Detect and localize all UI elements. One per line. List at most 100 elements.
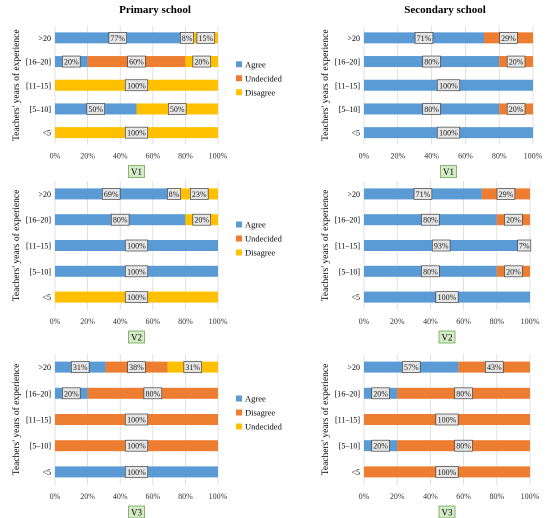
category-label: >20 <box>347 363 360 372</box>
data-label: 29% <box>501 34 516 43</box>
chart-v1-secondary-school: Teachers' years of experience >20 71% 29% [1… <box>320 26 543 178</box>
category-label: >20 <box>38 34 51 43</box>
data-label-box <box>422 103 441 115</box>
data-label-box <box>435 291 459 303</box>
legend-label-disagree: Disagree <box>245 408 275 418</box>
data-label-box <box>496 188 516 200</box>
data-label-box <box>71 361 90 373</box>
category-label: [5–10] <box>339 105 361 114</box>
panel-tag: V2 <box>131 333 142 343</box>
legend-swatch-undecided <box>236 423 242 430</box>
data-label-box <box>196 31 216 44</box>
primary-school-header: Primary school <box>119 4 191 16</box>
data-label-box <box>124 79 149 92</box>
data-label: 43% <box>487 363 502 372</box>
data-label: 80% <box>424 58 439 67</box>
data-label: 71% <box>417 34 432 43</box>
data-label-box <box>485 361 504 373</box>
secondary-school-header: Secondary school <box>404 4 486 16</box>
data-label-box <box>127 55 146 68</box>
x-tick-label: 0% <box>359 492 370 501</box>
x-tick-label: 80% <box>489 492 504 501</box>
x-tick-label: 60% <box>456 317 471 326</box>
chart-v3-secondary-school: Teachers' years of experience >20 57% 43% [1… <box>320 354 540 518</box>
legend-label-disagree: Disagree <box>245 87 275 97</box>
x-tick-label: 100% <box>521 317 540 326</box>
x-tick-label: 100% <box>209 492 228 501</box>
data-label: 80% <box>424 105 439 114</box>
x-tick-label: 100% <box>521 492 540 501</box>
data-label-box <box>192 55 211 68</box>
data-label-box <box>504 213 523 226</box>
data-label: 50% <box>170 105 185 114</box>
data-label: 20% <box>373 389 388 398</box>
x-tick-label: 0% <box>50 152 61 161</box>
data-label-box <box>127 361 146 373</box>
y-axis-label: Teachers' years of experience <box>11 190 22 302</box>
data-label: 100% <box>438 293 457 302</box>
y-axis-label: Teachers' years of experience <box>320 190 331 302</box>
category-label: <5 <box>42 129 51 138</box>
data-label-box <box>454 387 473 400</box>
panel-tag-box <box>438 505 456 518</box>
x-tick-label: 40% <box>113 152 128 161</box>
x-tick-label: 60% <box>145 152 160 161</box>
data-label: 100% <box>127 81 146 90</box>
category-label: <5 <box>42 468 51 477</box>
x-tick-label: 80% <box>178 492 193 501</box>
category-label: >20 <box>347 190 360 199</box>
data-label: 20% <box>506 216 521 225</box>
category-label: [11–15] <box>335 416 360 425</box>
x-tick-label: 0% <box>359 152 370 161</box>
data-label-box <box>143 387 163 400</box>
panel-tag-box <box>440 165 457 178</box>
legend-swatch-undecided <box>236 75 242 82</box>
x-tick-label: 20% <box>390 492 405 501</box>
data-label: 100% <box>127 242 146 251</box>
data-label: 8% <box>182 34 193 43</box>
x-tick-label: 20% <box>390 317 405 326</box>
data-label-box <box>436 79 461 92</box>
data-label-box <box>124 413 149 426</box>
data-label: 80% <box>423 267 438 276</box>
data-label-box <box>421 265 440 278</box>
data-label: 20% <box>64 389 79 398</box>
data-label: 29% <box>499 190 514 199</box>
panel-tag: V1 <box>443 167 454 177</box>
data-label-box <box>436 126 461 139</box>
data-label: 20% <box>194 58 209 67</box>
category-label: [16–20] <box>26 58 52 67</box>
chart-v2-secondary-school: Teachers' years of experience >20 71% 29% [1… <box>320 181 540 344</box>
data-label: 20% <box>194 216 209 225</box>
data-label: 80% <box>456 442 471 451</box>
x-tick-label: 20% <box>80 317 95 326</box>
x-tick-label: 60% <box>145 317 160 326</box>
data-label-box <box>371 387 390 400</box>
category-label: [16–20] <box>335 216 361 225</box>
data-label: 38% <box>129 363 144 372</box>
data-label-box <box>124 439 149 452</box>
data-label: 100% <box>439 129 458 138</box>
data-label-box <box>183 361 202 373</box>
x-tick-label: 20% <box>80 492 95 501</box>
data-label-box <box>454 439 473 452</box>
data-label-box <box>413 188 433 200</box>
category-label: [16–20] <box>335 58 361 67</box>
data-label-box <box>504 265 523 278</box>
data-label: 71% <box>416 190 431 199</box>
data-label: 60% <box>129 58 144 67</box>
data-label-box <box>124 466 149 478</box>
legend-label-undecided: Undecided <box>245 73 283 83</box>
panel-tag: V3 <box>131 508 142 518</box>
data-label-box <box>421 213 440 226</box>
category-label: [5–10] <box>339 442 361 451</box>
data-label-box <box>62 55 81 68</box>
category-label: [11–15] <box>335 81 360 90</box>
panel-tag-box <box>128 165 145 178</box>
data-label: 80% <box>423 216 438 225</box>
data-label-box <box>371 439 390 452</box>
chart-v2-primary-school: Teachers' years of experience >20 69% 8% 23%… <box>11 181 283 344</box>
data-label: 20% <box>373 442 388 451</box>
